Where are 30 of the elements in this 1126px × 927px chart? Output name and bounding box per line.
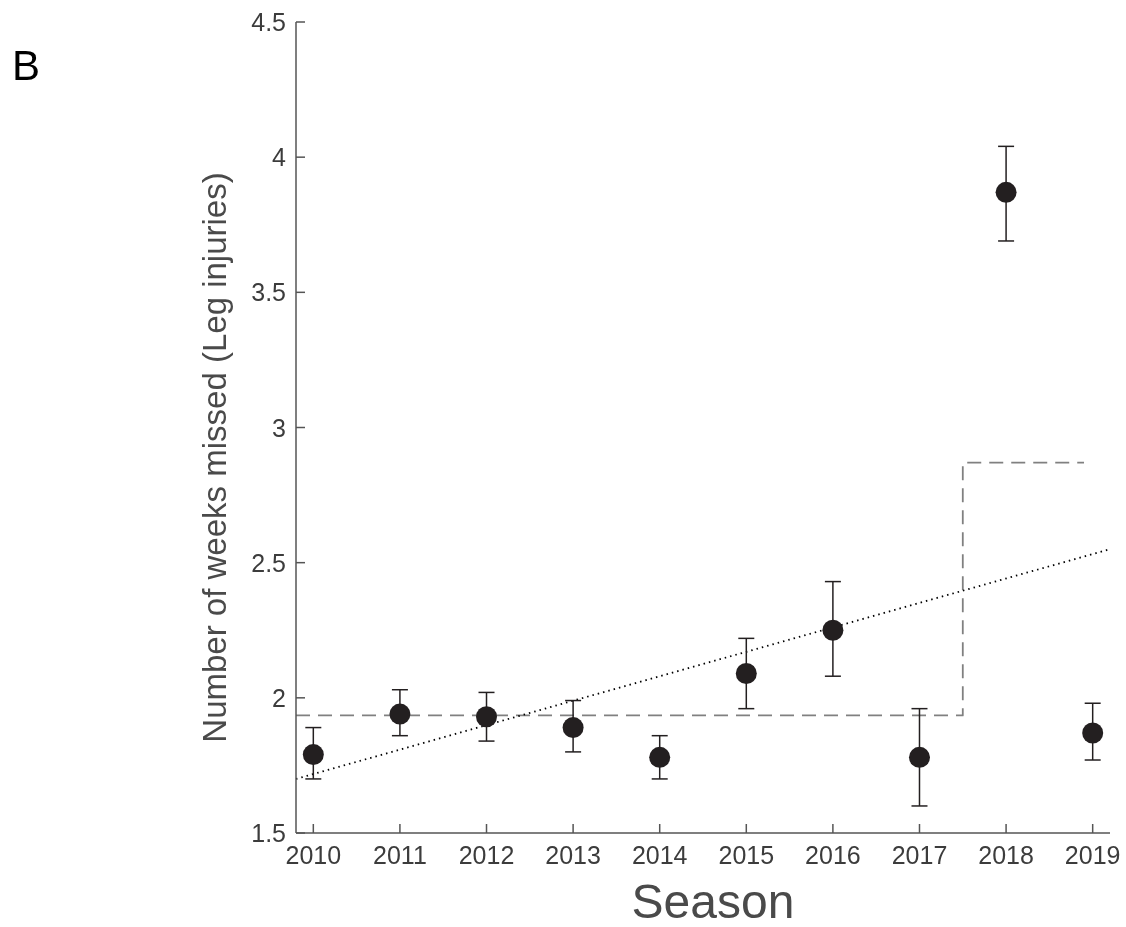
y-tick-label: 2.5 <box>251 548 286 577</box>
point <box>908 746 930 768</box>
x-axis-title: Season <box>631 875 795 927</box>
x-tick-label: 2019 <box>1064 841 1121 869</box>
y-tick-label: 3 <box>272 413 286 442</box>
x-tick-label: 2016 <box>805 841 861 869</box>
y-tick-label: 4.5 <box>251 8 286 36</box>
x-tick-label: 2013 <box>545 841 601 869</box>
point <box>822 619 844 641</box>
text: B <box>12 42 41 89</box>
point <box>1082 722 1104 744</box>
point <box>562 717 584 739</box>
y-tick-label: 3.5 <box>251 278 286 307</box>
y-tick-label: 1.5 <box>251 819 286 847</box>
x-tick-label: 2012 <box>458 841 515 869</box>
point <box>476 706 498 728</box>
point <box>649 746 671 768</box>
x-tick-label: 2018 <box>978 841 1034 869</box>
point <box>995 181 1017 203</box>
point <box>389 703 411 725</box>
y-axis-title: Number of weeks missed (Leg injuries) <box>196 172 233 743</box>
y-tick-label: 2 <box>272 683 286 712</box>
x-tick-label: 2015 <box>718 841 775 869</box>
x-tick-label: 2014 <box>631 841 688 869</box>
x-tick-label: 2010 <box>285 841 342 869</box>
y-tick-label: 4 <box>272 143 287 172</box>
x-tick-label: 2017 <box>891 841 948 869</box>
point <box>302 744 324 766</box>
point <box>735 663 757 684</box>
x-tick-label: 2011 <box>373 841 427 869</box>
